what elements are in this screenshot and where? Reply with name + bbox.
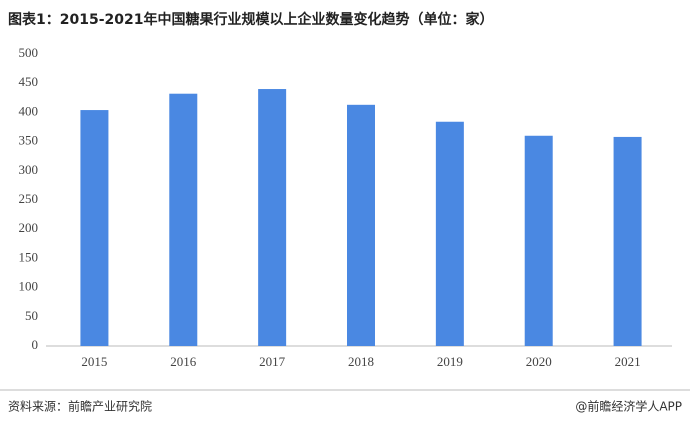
y-tick-label: 350 <box>19 133 39 148</box>
y-tick-label: 250 <box>19 191 39 206</box>
bar <box>258 89 287 346</box>
bar <box>613 136 642 346</box>
bar <box>80 110 109 347</box>
y-tick-label: 450 <box>19 74 39 89</box>
y-tick-label: 150 <box>19 249 39 264</box>
x-tick-label: 2018 <box>348 354 374 369</box>
x-tick-label: 2020 <box>526 354 552 369</box>
x-tick-label: 2015 <box>81 354 107 369</box>
y-tick-label: 300 <box>19 162 39 177</box>
credit: @前瞻经济学人APP <box>575 399 682 414</box>
bar <box>347 104 375 346</box>
y-tick-label: 50 <box>25 308 38 323</box>
x-tick-label: 2019 <box>437 354 463 369</box>
y-tick-label: 0 <box>32 337 39 352</box>
y-tick-label: 400 <box>19 103 39 118</box>
y-tick-label: 500 <box>19 45 39 60</box>
y-tick-label: 100 <box>19 279 39 294</box>
bar <box>524 135 553 346</box>
y-tick-label: 200 <box>19 220 39 235</box>
x-tick-label: 2016 <box>170 354 197 369</box>
bar <box>435 121 464 346</box>
chart-title: 图表1：2015-2021年中国糖果行业规模以上企业数量变化趋势（单位：家） <box>8 11 493 28</box>
source: 资料来源：前瞻产业研究院 <box>8 399 152 414</box>
x-tick-label: 2021 <box>615 354 641 369</box>
bar <box>169 93 198 346</box>
x-tick-label: 2017 <box>259 354 286 369</box>
